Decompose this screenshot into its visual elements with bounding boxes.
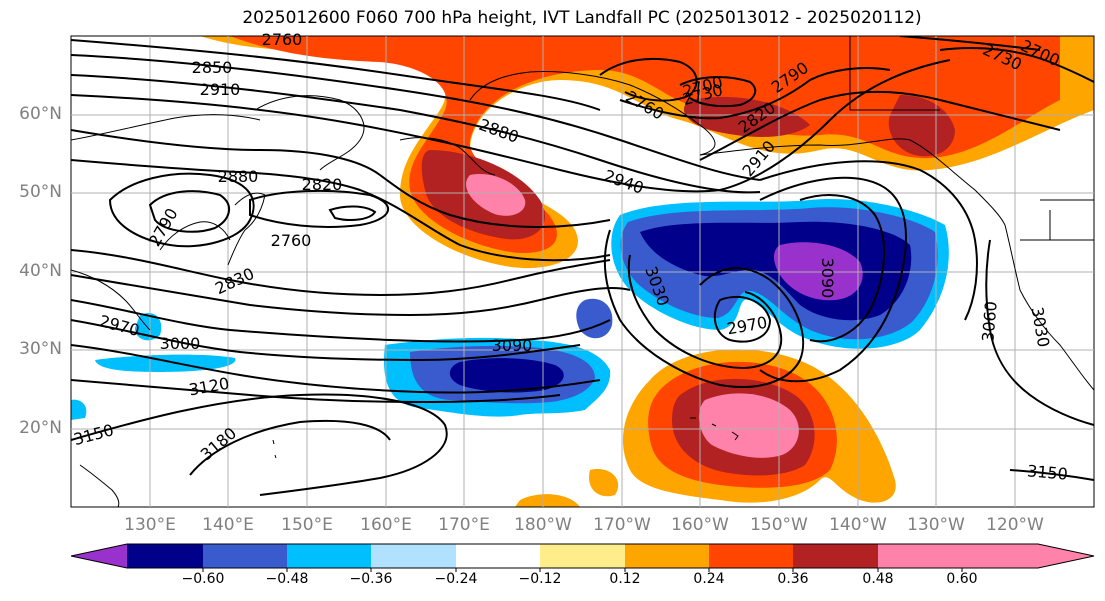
colorbar-tick-label: 0.24 <box>693 571 725 587</box>
lat-label: 40°N <box>19 261 62 281</box>
contour-label: 2760 <box>271 231 312 250</box>
contour-label: 2880 <box>477 115 522 147</box>
lon-label: 130°W <box>907 515 965 535</box>
colorbar-extend-max <box>962 544 1094 568</box>
contour-label: 3150 <box>71 420 115 449</box>
colorbar-tick-label: 0.48 <box>862 571 894 587</box>
contour-label: 2970 <box>97 311 141 340</box>
colorbar-segment <box>540 544 625 568</box>
colorbar-segment <box>287 544 371 568</box>
contour-label: 3180 <box>197 423 240 464</box>
colorbar-tick-label: 0.36 <box>777 571 809 587</box>
colorbar-segment <box>127 544 203 568</box>
lon-label: 150°W <box>750 515 808 535</box>
colorbar-segment <box>625 544 709 568</box>
height-contours <box>71 36 1094 496</box>
contour-label: 2760 <box>262 30 303 49</box>
contour-label: 2910 <box>200 80 241 99</box>
lon-label: 150°E <box>281 515 333 535</box>
lat-label: 50°N <box>19 182 62 202</box>
coastlines <box>71 36 1094 507</box>
lon-label: 160°W <box>671 515 729 535</box>
lat-label: 30°N <box>19 339 62 359</box>
colorbar-segment <box>793 544 878 568</box>
contour-label: 3000 <box>160 334 201 353</box>
colorbar-segment <box>203 544 287 568</box>
colorbar-tick-label: 0.60 <box>946 571 978 587</box>
lon-label: 180°W <box>514 515 572 535</box>
lon-label: 140°W <box>829 515 887 535</box>
lon-label: 140°E <box>202 515 254 535</box>
contour-label: 2830 <box>212 264 257 298</box>
colorbar-segment <box>371 544 456 568</box>
contour-label: 3030 <box>1028 305 1054 348</box>
colorbar-tick-label: −0.48 <box>265 571 309 587</box>
colorbar-segment <box>878 544 962 568</box>
lon-label: 170°E <box>438 515 490 535</box>
contour-label: 3120 <box>187 374 230 400</box>
colorbar-segment <box>456 544 540 568</box>
map-title: 2025012600 F060 700 hPa height, IVT Land… <box>242 8 922 28</box>
contour-label: 3090 <box>818 258 837 299</box>
colorbar <box>70 543 1095 572</box>
lat-label: 20°N <box>19 418 62 438</box>
colorbar-tick-label: −0.36 <box>349 571 393 587</box>
contour-label: 2880 <box>218 167 259 186</box>
contour-label: 3150 <box>1026 461 1068 483</box>
lat-label: 60°N <box>19 104 62 124</box>
colorbar-segment <box>709 544 793 568</box>
contour-label: 3090 <box>492 336 533 355</box>
colorbar-extend-min <box>71 544 127 568</box>
colorbar-tick-label: 0.12 <box>609 571 641 587</box>
contour-label: 2850 <box>192 58 233 77</box>
colorbar-tick-label: −0.24 <box>434 571 478 587</box>
lon-label: 130°E <box>124 515 176 535</box>
lon-label: 170°W <box>593 515 651 535</box>
contour-label: 3060 <box>978 300 1000 342</box>
lon-label: 160°E <box>360 515 412 535</box>
lon-label: 120°W <box>986 515 1044 535</box>
colorbar-tick-label: −0.60 <box>181 571 225 587</box>
contour-label: 2820 <box>302 175 343 194</box>
colorbar-tick-label: −0.12 <box>518 571 562 587</box>
